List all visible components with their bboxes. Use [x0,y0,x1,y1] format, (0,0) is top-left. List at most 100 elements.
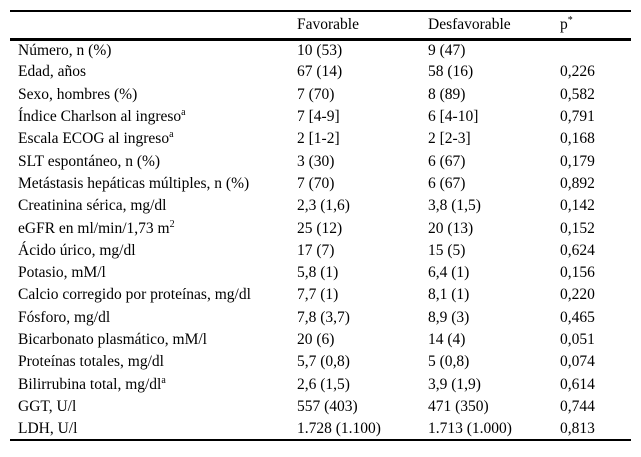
desfavorable-value: 6,4 (1) [428,264,470,282]
desfavorable-value: 6 (67) [428,152,466,170]
table-row: Potasio, mM/l 5,8 (1) 6,4 (1) 0,156 [10,262,631,284]
table-row: SLT espontáneo, n (%) 3 (30) 6 (67) 0,179 [10,150,631,172]
favorable-value: 7,7 (1) [297,286,339,304]
table-row: Proteínas totales, mg/dl 5,7 (0,8) 5 (0,8)… [10,351,631,373]
p-value: 0,791 [560,108,595,126]
row-label: Escala ECOG al ingresoa [18,129,174,148]
row-label: Calcio corregido por proteínas, mg/dl [18,286,251,304]
row-label: Bicarbonato plasmático, mM/l [18,331,207,348]
favorable-value: 5,8 (1) [297,264,339,282]
desfavorable-value: 3,8 (1,5) [428,197,481,215]
favorable-value: 7,8 (3,7) [297,308,350,326]
desfavorable-value: 471 (350) [428,397,489,415]
p-value: 0,051 [560,331,595,348]
row-label: eGFR en ml/min/1,73 m2 [18,218,175,237]
favorable-value: 2 [1-2] [297,130,340,148]
p-value: 0,220 [560,286,595,304]
row-label: Sexo, hombres (%) [18,85,138,103]
p-value: 0,624 [560,241,595,259]
row-label: Potasio, mM/l [18,264,106,282]
header-p-superscript: * [567,14,573,26]
table-row: Metástasis hepáticas múltiples, n (%) 7 (… [10,173,631,195]
table-row: eGFR en ml/min/1,73 m2 25 (12) 20 (13) 0,15… [10,217,631,239]
favorable-value: 20 (6) [297,331,335,348]
desfavorable-value: 8,1 (1) [428,286,470,304]
desfavorable-value: 8 (89) [428,85,466,103]
row-label: Creatinina sérica, mg/dl [18,197,167,215]
desfavorable-value: 8,9 (3) [428,308,470,326]
table-row: Edad, años 67 (14) 58 (16) 0,226 [10,61,631,83]
favorable-value: 7 (70) [297,174,335,192]
p-value: 0,582 [560,85,595,103]
p-value: 0,813 [560,419,595,437]
p-value: 0,226 [560,63,595,81]
favorable-value: 7 (70) [297,85,335,103]
favorable-value: 10 (53) [297,41,343,59]
header-row: Favorable Desfavorable p* [10,11,631,39]
favorable-value: 2,3 (1,6) [297,197,350,215]
row-label: GGT, U/l [18,397,77,415]
p-value [560,39,631,61]
p-value: 0,152 [560,219,595,237]
table-row: Escala ECOG al ingresoa 2 [1-2] 2 [2-3] 0,1… [10,128,631,150]
table-row: GGT, U/l 557 (403) 471 (350) 0,744 [10,396,631,418]
table-row: Calcio corregido por proteínas, mg/dl 7,7… [10,284,631,306]
row-label: Fósforo, mg/dl [18,308,111,326]
p-value: 0,142 [560,197,595,215]
row-label: Índice Charlson al ingresoa [18,106,186,126]
row-label: Ácido úrico, mg/dl [18,241,136,259]
favorable-value: 25 (12) [297,219,343,237]
favorable-value: 17 (7) [297,241,335,259]
row-label: Metástasis hepáticas múltiples, n (%) [18,174,250,192]
favorable-value: 67 (14) [297,63,343,81]
desfavorable-value: 1.713 (1.000) [428,419,512,437]
desfavorable-value: 6 (67) [428,174,466,192]
desfavorable-value: 3,9 (1,9) [428,375,481,393]
header-p-value: p* [560,11,631,39]
row-label-superscript: a [161,374,166,386]
p-value: 0,179 [560,152,595,170]
p-value: 0,892 [560,174,595,192]
desfavorable-value: 2 [2-3] [428,130,471,148]
table-row: Creatinina sérica, mg/dl 2,3 (1,6) 3,8 (1,… [10,195,631,217]
p-value: 0,156 [560,264,595,282]
table-row: Bilirrubina total, mg/dla 2,6 (1,5) 3,9 (1… [10,373,631,395]
row-label: Bilirrubina total, mg/dla [18,374,166,393]
favorable-value: 3 (30) [297,152,335,170]
desfavorable-value: 6 [4-10] [428,108,479,126]
desfavorable-value: 58 (16) [428,63,474,81]
table-row: Ácido úrico, mg/dl 17 (7) 15 (5) 0,624 [10,240,631,262]
table-row: LDH, U/l 1.728 (1.100) 1.713 (1.000) 0,813 [10,418,631,440]
p-value: 0,465 [560,308,595,326]
header-p-label: p [560,15,568,33]
header-desfavorable: Desfavorable [428,15,511,33]
table-header: Favorable Desfavorable p* [10,11,631,39]
row-label: LDH, U/l [18,419,78,437]
row-label: Edad, años [18,63,87,81]
row-label-superscript: a [181,106,186,118]
table-row: Índice Charlson al ingresoa 7 [4-9] 6 [4-1… [10,106,631,128]
row-label: SLT espontáneo, n (%) [18,152,161,170]
desfavorable-value: 14 (4) [428,331,466,348]
table-row: Bicarbonato plasmático, mM/l 20 (6) 14 (4)… [10,329,631,351]
p-value: 0,074 [560,353,595,371]
favorable-value: 5,7 (0,8) [297,353,350,371]
p-value: 0,614 [560,375,595,393]
favorable-value: 7 [4-9] [297,108,340,126]
row-label: Número, n (%) [18,41,112,59]
desfavorable-value: 15 (5) [428,241,466,259]
row-label-superscript: a [169,129,174,141]
p-value: 0,744 [560,397,595,415]
row-label: Proteínas totales, mg/dl [18,353,164,371]
stats-table: Favorable Desfavorable p* Número, n (%) 1… [10,10,631,442]
table-body: Número, n (%) 10 (53) 9 (47) Edad, años 67 (… [10,39,631,440]
table-row: Sexo, hombres (%) 7 (70) 8 (89) 0,582 [10,84,631,106]
table-row: Fósforo, mg/dl 7,8 (3,7) 8,9 (3) 0,465 [10,307,631,329]
header-favorable: Favorable [297,15,359,33]
desfavorable-value: 5 (0,8) [428,353,470,371]
favorable-value: 557 (403) [297,397,358,415]
desfavorable-value: 20 (13) [428,219,474,237]
favorable-value: 1.728 (1.100) [297,419,381,437]
row-label-superscript: 2 [169,218,175,230]
